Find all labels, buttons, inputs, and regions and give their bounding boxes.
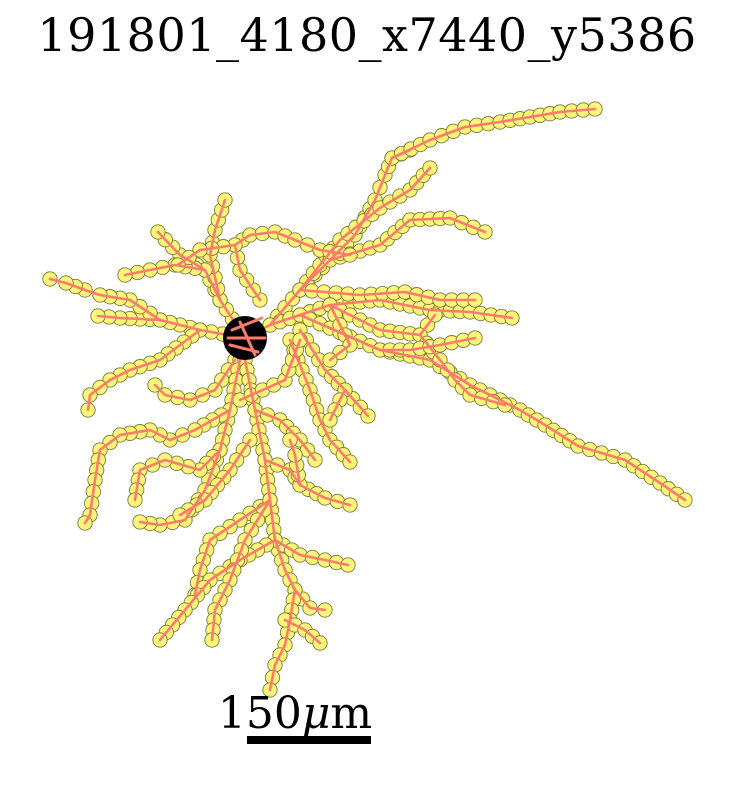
dendrite-segment-overlay: [268, 298, 514, 327]
dendrite-segment-overlay: [418, 333, 507, 407]
dendrite-segment-overlay: [83, 408, 232, 525]
dendrite-segment-overlay: [283, 618, 322, 645]
dendrite-segment-overlay: [86, 328, 202, 412]
dendrite-segment-overlay: [133, 448, 222, 502]
dendrite-segment-overlay: [288, 438, 302, 487]
dendrite-branches: [48, 107, 687, 692]
dendrite-segment-overlay: [390, 107, 597, 160]
dendrite-segment-overlay: [253, 408, 317, 462]
dendrite-segment-overlay: [96, 314, 247, 340]
dendrite-segment-overlay: [273, 538, 350, 567]
dendrite-segment-overlay: [298, 313, 687, 502]
dendrite-segment-overlay: [298, 166, 432, 292]
dendrite-segment-overlay: [176, 243, 237, 267]
dendrite-segment-overlay: [123, 263, 207, 277]
dendrite-segment-overlay: [298, 288, 477, 302]
dendrite-segment-overlay: [328, 388, 347, 422]
dendrite-segment-overlay: [328, 303, 352, 362]
soma-branch-stub: [230, 316, 264, 332]
dendrite-segment-overlay: [328, 303, 437, 337]
dendrite-segment-overlay: [298, 328, 370, 418]
dendrite-segment-overlay: [243, 148, 412, 340]
dendrite-segment-overlay: [263, 458, 352, 507]
dendrite-segment-overlay: [268, 588, 297, 692]
dendrite-segment-overlay: [378, 336, 477, 352]
soma: [223, 316, 267, 360]
dendrite-segment-overlay: [208, 198, 227, 302]
dendrite-segment-overlay: [328, 216, 487, 262]
dendrite-segment-overlay: [233, 230, 352, 302]
dendrite-segment-overlay: [138, 358, 242, 527]
dendrite-segment-overlay: [158, 538, 277, 642]
dendrite-segment-overlay: [210, 498, 272, 642]
branch-nodes: [42, 101, 693, 698]
dendrite-segment-overlay: [48, 277, 162, 322]
figure-title: 191801_4180_x7440_y5386: [37, 8, 697, 62]
scale-bar: [247, 736, 371, 744]
dendrite-segment-overlay: [243, 358, 327, 612]
dendrite-segment-overlay: [156, 230, 247, 340]
scale-bar-label: 150μm: [217, 688, 373, 739]
dendrite-segment-overlay: [288, 338, 352, 464]
dendrite-segment-overlay: [153, 358, 237, 402]
dendrite-segment-overlay: [193, 498, 272, 597]
